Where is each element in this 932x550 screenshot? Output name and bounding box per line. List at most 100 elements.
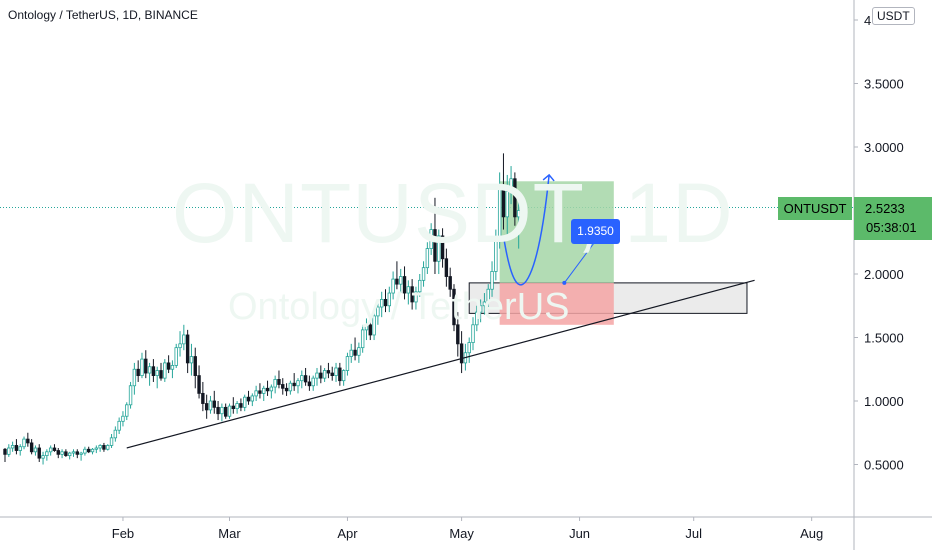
y-tick-label: 0.5000 [864,458,904,473]
x-tick-label: Jul [685,526,702,541]
candle-body [212,400,216,408]
candle-body [125,404,129,417]
candle-body [360,329,365,349]
candle-body [45,451,49,457]
candle-body [338,367,342,382]
candle-body [395,278,399,285]
candle-body [341,370,346,382]
candle-body [300,375,304,382]
candle-body [33,447,38,453]
candle-body [166,362,171,370]
candle-body [494,238,498,272]
candle-body [437,235,441,262]
trendline [126,279,755,449]
candle-body [189,356,194,364]
y-tick-label: 3.5000 [864,77,904,92]
x-tick-label: Feb [112,526,134,541]
candle-body [140,358,144,376]
y-tick-label: 1.5000 [864,331,904,346]
candle-body [456,324,460,345]
candle-body [376,306,380,317]
candle-body [52,447,57,451]
candle-body [48,447,53,453]
candle-body [258,390,262,394]
candle-body [223,406,228,417]
candle-body [239,403,243,408]
x-tick-label: Jun [569,526,590,541]
candle-body [3,448,7,455]
candle-body [292,382,296,387]
candle-body [227,405,232,417]
candle-body [440,235,445,260]
candle-body [433,229,437,262]
candle-body [193,356,197,376]
candle-body [296,380,300,387]
x-tick-label: May [449,526,474,541]
watermark-name: Ontology / TetherUS [228,286,570,328]
candle-body [444,258,449,277]
candle-body [128,385,133,406]
candle-body [147,366,152,374]
candle-body [448,276,452,290]
candle-body [421,267,426,281]
candle-body [399,276,403,285]
candle-body [383,298,388,307]
x-tick-label: Apr [337,526,358,541]
candle-body [281,384,285,389]
candle-body [391,278,395,294]
candle-body [368,324,372,336]
candle-body [117,420,121,431]
candle-body [319,372,323,379]
candle-body [284,387,289,392]
candle-body [505,191,509,218]
candle-body [56,450,60,455]
candle-body [326,370,331,374]
candle-body [387,292,392,307]
y-tick-label: 1.0000 [864,394,904,409]
y-tick-label: 2.0000 [864,267,904,282]
candle-body [64,451,68,457]
chart-title: Ontology / TetherUS, 1D, BINANCE [8,8,198,22]
candle-body [418,279,422,293]
candle-body [204,403,209,411]
candle-body [174,347,178,366]
candle-body [75,451,79,455]
candle-body [353,349,357,356]
candle-body [22,438,26,448]
candle-body [29,442,34,453]
candle-body [37,447,41,459]
candle-body [185,334,190,364]
candle-body [151,366,156,376]
candle-body [26,438,30,444]
candle-body [357,347,361,356]
candle-body [144,358,148,374]
candle-body [513,178,517,218]
candle-body [277,379,281,385]
candle-body [410,286,414,303]
candle-body [159,370,163,379]
candle-body [501,184,506,218]
drawings [126,173,755,449]
candle-body [509,178,513,192]
candle-body [136,368,140,376]
projection-curve [502,174,550,286]
candle-body [83,448,87,454]
candle-body [208,400,213,411]
x-tick-label: Aug [800,526,823,541]
bar-countdown: 05:38:01 [866,220,917,235]
currency-selector[interactable]: USDT [872,7,915,25]
y-tick-label: 4 [864,13,871,28]
candle-body [106,445,110,450]
candle-body [402,276,407,294]
candle-body [406,286,411,294]
candle-body [235,403,239,410]
candle-body [163,362,167,379]
symbol-price-tag: ONTUSDT [778,197,852,220]
candle-body [516,210,521,218]
target-price-label: 1.9350 [571,219,620,244]
candle-body [109,437,114,446]
candle-body [7,447,11,455]
candle-body [482,301,487,307]
